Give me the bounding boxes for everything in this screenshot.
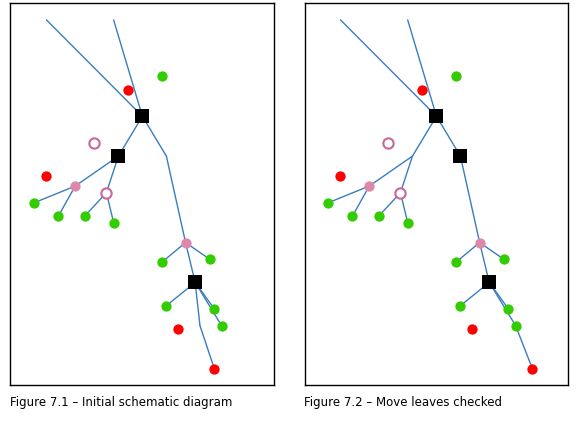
Point xyxy=(71,183,80,190)
Point xyxy=(396,190,405,197)
Point xyxy=(451,74,461,81)
Point xyxy=(109,220,118,227)
Point xyxy=(30,200,39,207)
Point xyxy=(374,213,383,220)
Point xyxy=(124,87,133,94)
Point xyxy=(210,306,219,313)
Point xyxy=(456,153,465,160)
Point xyxy=(336,173,345,180)
Point xyxy=(205,256,214,263)
Point xyxy=(138,114,147,121)
Point xyxy=(217,322,226,329)
Point xyxy=(456,302,465,309)
Point xyxy=(348,213,357,220)
Point xyxy=(468,326,477,333)
Point xyxy=(324,200,333,207)
Point xyxy=(157,259,166,266)
Point xyxy=(484,279,494,286)
Point xyxy=(157,74,166,81)
Point xyxy=(210,366,219,372)
Point xyxy=(42,173,51,180)
Point xyxy=(499,256,508,263)
Point xyxy=(174,326,183,333)
Point xyxy=(162,302,171,309)
Point xyxy=(80,213,89,220)
Point xyxy=(511,322,520,329)
Point xyxy=(418,87,427,94)
Point xyxy=(102,190,111,197)
Point xyxy=(54,213,63,220)
Point xyxy=(114,153,123,160)
Text: Figure 7.1 – Initial schematic diagram: Figure 7.1 – Initial schematic diagram xyxy=(10,395,233,408)
Point xyxy=(403,220,412,227)
Point xyxy=(181,239,190,246)
Point xyxy=(365,183,374,190)
Point xyxy=(432,114,441,121)
Point xyxy=(528,366,537,372)
Text: Figure 7.2 – Move leaves checked: Figure 7.2 – Move leaves checked xyxy=(304,395,502,408)
Point xyxy=(504,306,513,313)
Point xyxy=(90,140,99,147)
Point xyxy=(451,259,461,266)
Point xyxy=(190,279,200,286)
Point xyxy=(475,239,484,246)
Point xyxy=(384,140,393,147)
